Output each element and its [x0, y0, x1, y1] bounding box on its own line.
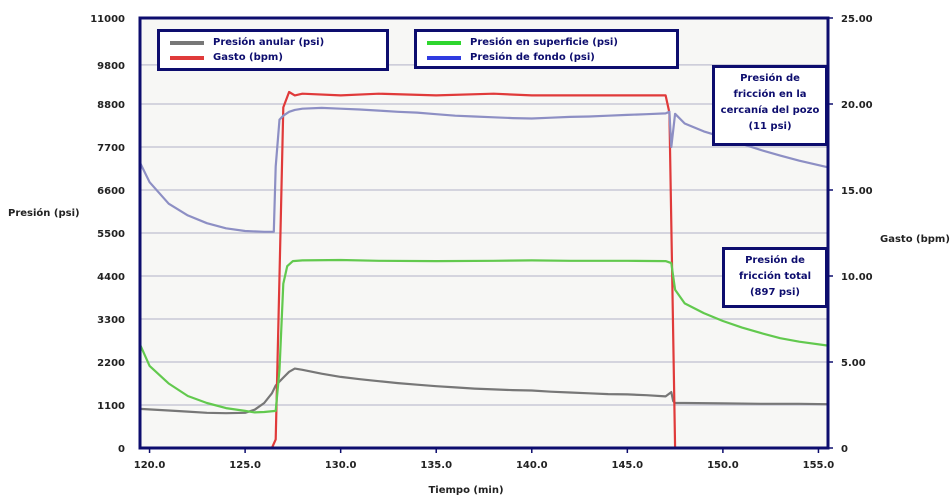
legend-swatch-gasto: [170, 55, 204, 60]
x-tick-4: 140.0: [516, 460, 548, 471]
annotation-friccion-total: Presión de fricción total (897 psi): [722, 247, 828, 308]
annotation-friccion-cercania-line-2: fricción en la: [733, 89, 807, 100]
x-tick-3: 135.0: [420, 460, 452, 471]
x-tick-2: 130.0: [325, 460, 357, 471]
series-line-presion-en-superficie-psi: [138, 258, 830, 414]
annotation-friccion-cercania: Presión de fricción en la cercanía del p…: [712, 65, 828, 146]
series-layer: [138, 90, 830, 450]
legend-item-gasto: Gasto (bpm): [160, 50, 386, 65]
legend-box-right: Presión en superficie (psi) Presión de f…: [414, 29, 679, 69]
y-left-tick-2: 8800: [97, 100, 125, 111]
x-tick-1: 125.0: [229, 460, 261, 471]
x-axis-label: Tiempo (min): [428, 485, 503, 496]
legend-label-presion-superficie: Presión en superficie (psi): [470, 37, 618, 48]
plot-frame: [138, 16, 830, 450]
y-left-tick-8: 2200: [97, 358, 125, 369]
x-tick-5: 145.0: [612, 460, 644, 471]
series-line-presion-anular-psi: [138, 367, 830, 415]
annotation-friccion-cercania-line-4: (11 psi): [748, 121, 792, 132]
annotation-friccion-total-line-3: (897 psi): [749, 287, 801, 298]
y-right-tick-2: 15.00: [841, 186, 873, 197]
x-tick-7: 155.0: [803, 460, 835, 471]
annotation-friccion-cercania-line-3: cercanía del pozo: [720, 105, 820, 116]
y-right-tick-labels: 25.00 20.00 15.00 10.00 5.00 0: [828, 14, 873, 455]
y-right-tick-0: 25.00: [841, 14, 873, 25]
y-left-tick-1: 9800: [97, 61, 125, 72]
annotation-friccion-total-line-2: fricción total: [738, 271, 812, 282]
annotation-friccion-cercania-line-1: Presión de: [740, 73, 800, 84]
legend-swatch-presion-superficie: [427, 40, 461, 45]
y-left-tick-9: 1100: [97, 401, 125, 412]
series-line-presion-de-fondo-psi: [138, 106, 830, 233]
legend-item-presion-fondo: Presión de fondo (psi): [417, 50, 676, 65]
annotation-friccion-total-line-1: Presión de: [745, 255, 805, 266]
y-left-tick-10: 0: [118, 444, 125, 455]
y-left-tick-labels: 1100098008800770066005500440033002200110…: [90, 14, 125, 455]
x-tick-6: 150.0: [707, 460, 739, 471]
y-left-tick-3: 7700: [97, 143, 125, 154]
y-left-tick-0: 11000: [90, 14, 125, 25]
y-left-tick-4: 6600: [97, 186, 125, 197]
y-right-tick-5: 0: [841, 444, 848, 455]
legend-item-presion-anular: Presión anular (psi): [160, 35, 386, 50]
y-left-tick-6: 4400: [97, 272, 125, 283]
legend-label-presion-anular: Presión anular (psi): [213, 37, 325, 48]
legend-box-left: Presión anular (psi) Gasto (bpm): [157, 29, 389, 71]
legend-label-presion-fondo: Presión de fondo (psi): [470, 52, 595, 63]
y-right-tick-4: 5.00: [841, 358, 866, 369]
y-right-axis-label: Gasto (bpm): [880, 234, 950, 245]
y-left-axis-label: Presión (psi): [8, 207, 80, 219]
x-tick-0: 120.0: [134, 460, 166, 471]
y-right-tick-1: 20.00: [841, 100, 873, 111]
legend-item-presion-superficie: Presión en superficie (psi): [417, 35, 676, 50]
series-line-gasto-bpm: [270, 90, 677, 450]
legend-swatch-presion-anular: [170, 40, 204, 45]
y-left-tick-7: 3300: [97, 315, 125, 326]
y-left-tick-5: 5500: [97, 229, 125, 240]
legend-swatch-presion-fondo: [427, 55, 461, 60]
x-tick-labels: 120.0 125.0 130.0 135.0 140.0 145.0 150.0 155.0: [134, 448, 835, 471]
y-right-tick-3: 10.00: [841, 272, 873, 283]
legend-label-gasto: Gasto (bpm): [213, 52, 283, 63]
